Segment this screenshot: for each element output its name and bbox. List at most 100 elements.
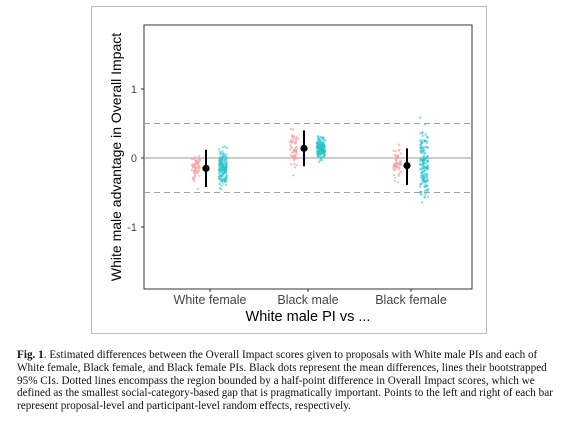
- right-point: [222, 182, 225, 185]
- right-point: [316, 150, 319, 153]
- right-point: [321, 141, 325, 144]
- right-point: [223, 145, 227, 148]
- left-point: [293, 162, 296, 166]
- right-point: [321, 155, 325, 158]
- left-point: [396, 154, 400, 157]
- left-point: [192, 170, 196, 173]
- left-point: [398, 159, 402, 163]
- chart: 10-1 White female Black male Black female …: [108, 24, 473, 325]
- right-point: [426, 165, 429, 168]
- right-point: [421, 149, 424, 153]
- right-point: [317, 137, 320, 141]
- left-point: [393, 176, 397, 180]
- right-point: [423, 176, 427, 180]
- right-point: [323, 153, 327, 156]
- left-point: [396, 181, 400, 184]
- left-point: [195, 166, 199, 170]
- left-point: [292, 135, 296, 138]
- left-point: [399, 157, 403, 160]
- right-point: [418, 139, 422, 142]
- right-point: [225, 153, 228, 156]
- left-point: [288, 140, 292, 144]
- left-point: [294, 157, 297, 161]
- left-point: [197, 161, 200, 164]
- right-point: [424, 185, 427, 188]
- right-point: [419, 143, 423, 146]
- mean-dot-2: [403, 161, 411, 170]
- right-point: [220, 164, 223, 168]
- left-point: [291, 128, 295, 131]
- right-point: [419, 149, 422, 153]
- right-point: [426, 159, 429, 163]
- left-point: [294, 150, 297, 153]
- left-point: [196, 170, 199, 173]
- right-point: [222, 164, 226, 168]
- right-point: [222, 146, 225, 149]
- left-point: [397, 149, 400, 152]
- left-point: [293, 140, 296, 144]
- left-point: [193, 172, 197, 175]
- right-point: [421, 170, 424, 174]
- right-point: [419, 167, 422, 171]
- confidence-intervals: [202, 130, 411, 187]
- right-point: [419, 116, 422, 119]
- right-point: [423, 152, 426, 155]
- right-point: [423, 172, 426, 175]
- x-axis-label: White male PI vs ...: [246, 309, 371, 325]
- right-point: [224, 157, 227, 161]
- right-point: [219, 155, 222, 158]
- mean-dot-1: [300, 144, 308, 152]
- right-point: [323, 139, 327, 142]
- left-point: [198, 174, 201, 178]
- right-point: [419, 183, 422, 186]
- right-point: [218, 175, 221, 179]
- right-point: [322, 148, 325, 152]
- right-point: [224, 162, 227, 165]
- left-point: [397, 143, 400, 146]
- left-point: [293, 166, 297, 169]
- left-point: [295, 145, 298, 148]
- right-point: [219, 166, 222, 170]
- right-point: [323, 147, 326, 150]
- left-point: [195, 156, 198, 159]
- right-point: [220, 184, 223, 187]
- left-point: [197, 154, 201, 158]
- left-point: [193, 165, 196, 169]
- right-point: [426, 189, 429, 192]
- random-effect-points: [190, 116, 430, 204]
- left-point: [289, 148, 292, 151]
- right-point: [419, 191, 422, 194]
- left-point: [197, 157, 200, 160]
- right-point: [218, 182, 221, 186]
- right-point: [319, 152, 322, 155]
- right-point: [321, 136, 325, 139]
- right-point: [421, 134, 424, 137]
- right-point: [224, 179, 228, 182]
- right-point: [420, 201, 424, 204]
- right-point: [316, 136, 319, 139]
- right-point: [318, 160, 321, 164]
- y-axis-ticks: 1 0 -1: [127, 84, 144, 234]
- right-point: [224, 164, 228, 167]
- right-point: [322, 144, 326, 147]
- right-point: [420, 163, 423, 167]
- right-point: [320, 142, 323, 146]
- figure-frame: [91, 6, 487, 334]
- right-point: [421, 178, 425, 182]
- x-axis-ticks: White female Black male Black female: [174, 289, 447, 307]
- left-point: [192, 177, 196, 181]
- y-tick-label-1: 0: [131, 153, 137, 165]
- right-point: [316, 152, 319, 155]
- y-tick-label-2: -1: [127, 222, 137, 234]
- x-tick-label-2: Black female: [375, 293, 447, 307]
- right-point: [220, 160, 223, 163]
- right-point: [418, 185, 422, 188]
- left-point: [190, 168, 194, 172]
- left-point: [292, 150, 295, 154]
- right-point: [218, 187, 222, 190]
- right-point: [422, 155, 426, 158]
- right-point: [424, 123, 427, 126]
- right-point: [421, 167, 425, 170]
- left-point: [291, 155, 295, 158]
- right-point: [424, 145, 428, 149]
